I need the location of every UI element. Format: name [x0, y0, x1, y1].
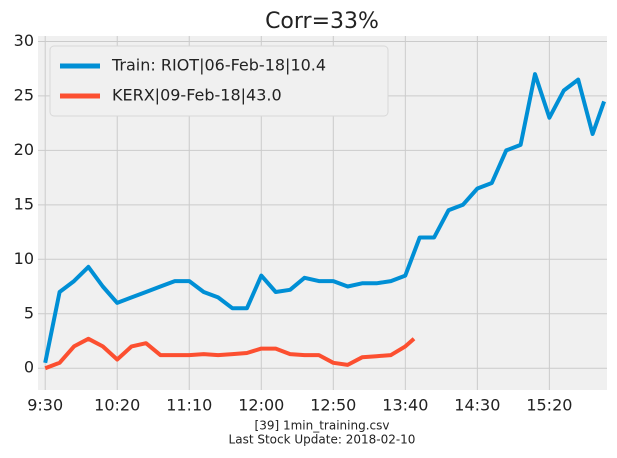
x-tick-label: 12:50 — [310, 396, 356, 415]
legend-label: Train: RIOT|06-Feb-18|10.4 — [111, 56, 326, 75]
y-tick-label: 25 — [14, 85, 34, 104]
y-tick-label: 15 — [14, 194, 34, 213]
legend-box — [49, 45, 389, 117]
y-tick-label: 10 — [14, 249, 34, 268]
footer-line: Last Stock Update: 2018-02-10 — [229, 433, 416, 447]
x-tick-label: 11:10 — [166, 396, 212, 415]
y-tick-label: 30 — [14, 31, 34, 50]
y-tick-label: 0 — [24, 358, 34, 377]
y-tick-label: 5 — [24, 303, 34, 322]
line — [43, 72, 606, 364]
x-tick-label: 9:30 — [27, 396, 63, 415]
x-tick-label: 15:20 — [526, 396, 572, 415]
x-tick-label: 13:40 — [382, 396, 428, 415]
x-tick-label: 12:00 — [238, 396, 284, 415]
legend-label: KERX|09-Feb-18|43.0 — [112, 86, 282, 105]
chart-title: Corr=33% — [265, 9, 379, 34]
x-tick-label: 10:20 — [94, 396, 140, 415]
line — [44, 336, 416, 371]
footer-line: [39] 1min_training.csv — [255, 419, 390, 433]
y-tick-label: 20 — [14, 140, 34, 159]
x-tick-label: 14:30 — [454, 396, 500, 415]
